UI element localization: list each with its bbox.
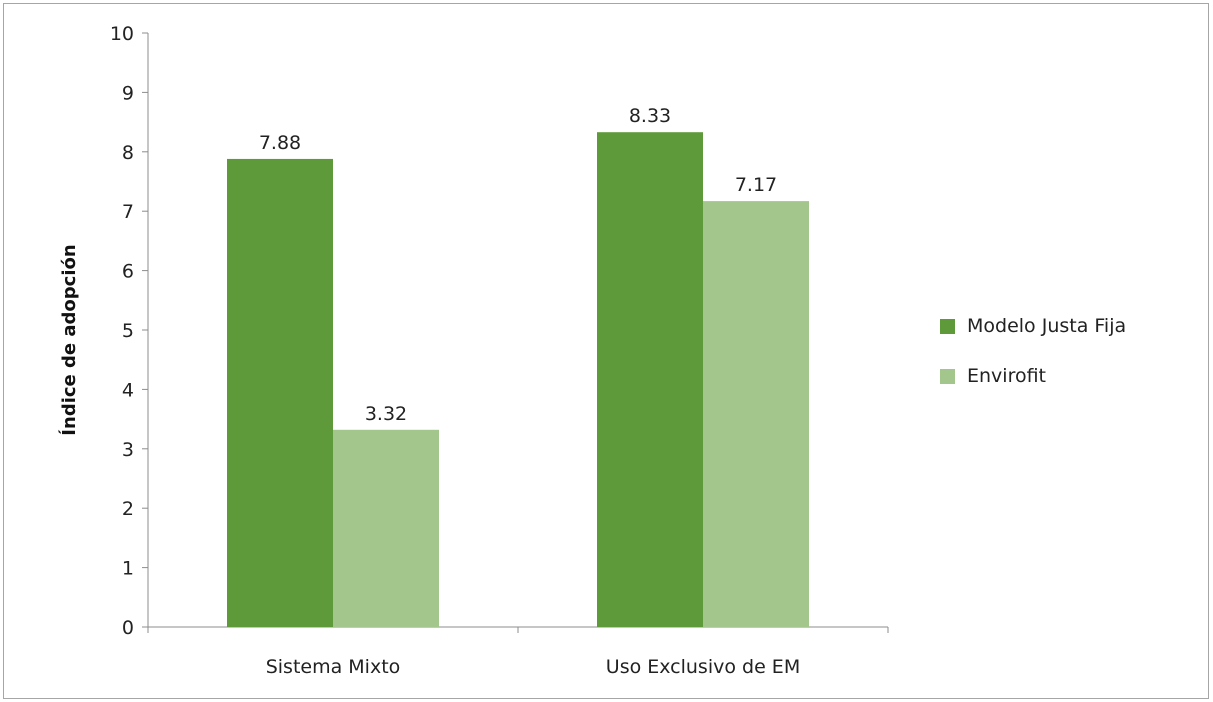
bar-modelo-justa-fija — [597, 132, 703, 627]
data-labels: 7.88 3.32 8.33 7.17 — [259, 105, 777, 425]
y-tick-label: 1 — [122, 558, 134, 580]
legend-item-envirofit: Envirofit — [940, 358, 1126, 394]
y-axis: 0 1 2 3 4 5 6 7 8 9 10 — [110, 23, 149, 639]
y-tick-label: 3 — [122, 439, 134, 461]
y-tick-label: 5 — [122, 320, 134, 342]
bar-envirofit — [333, 429, 439, 627]
data-label: 7.17 — [735, 174, 777, 196]
y-tick-label: 8 — [122, 142, 134, 164]
y-tick-label: 6 — [122, 261, 134, 283]
data-label: 8.33 — [629, 105, 671, 127]
y-tick-label: 4 — [122, 379, 134, 401]
y-tick-label: 9 — [122, 82, 134, 104]
y-axis-title: Índice de adopción — [58, 244, 80, 435]
y-tick-label: 0 — [122, 617, 134, 639]
data-label: 7.88 — [259, 132, 301, 154]
legend: Modelo Justa Fija Envirofit — [940, 308, 1126, 408]
legend-swatch-envirofit — [940, 368, 955, 384]
x-category-label: Sistema Mixto — [266, 656, 401, 678]
y-tick-label: 7 — [122, 201, 134, 223]
legend-item-modelo-justa-fija: Modelo Justa Fija — [940, 308, 1126, 344]
data-label: 3.32 — [365, 403, 407, 425]
x-axis: Sistema Mixto Uso Exclusivo de EM — [147, 626, 889, 678]
legend-label-envirofit: Envirofit — [967, 365, 1047, 387]
legend-swatch-modelo-justa-fija — [940, 318, 955, 334]
bars — [227, 132, 809, 628]
legend-label-modelo-justa-fija: Modelo Justa Fija — [967, 315, 1127, 337]
y-tick-label: 10 — [110, 23, 134, 45]
y-tick-label: 2 — [122, 498, 134, 520]
x-category-label: Uso Exclusivo de EM — [606, 656, 800, 678]
bar-envirofit — [703, 201, 809, 628]
bar-modelo-justa-fija — [227, 158, 333, 628]
